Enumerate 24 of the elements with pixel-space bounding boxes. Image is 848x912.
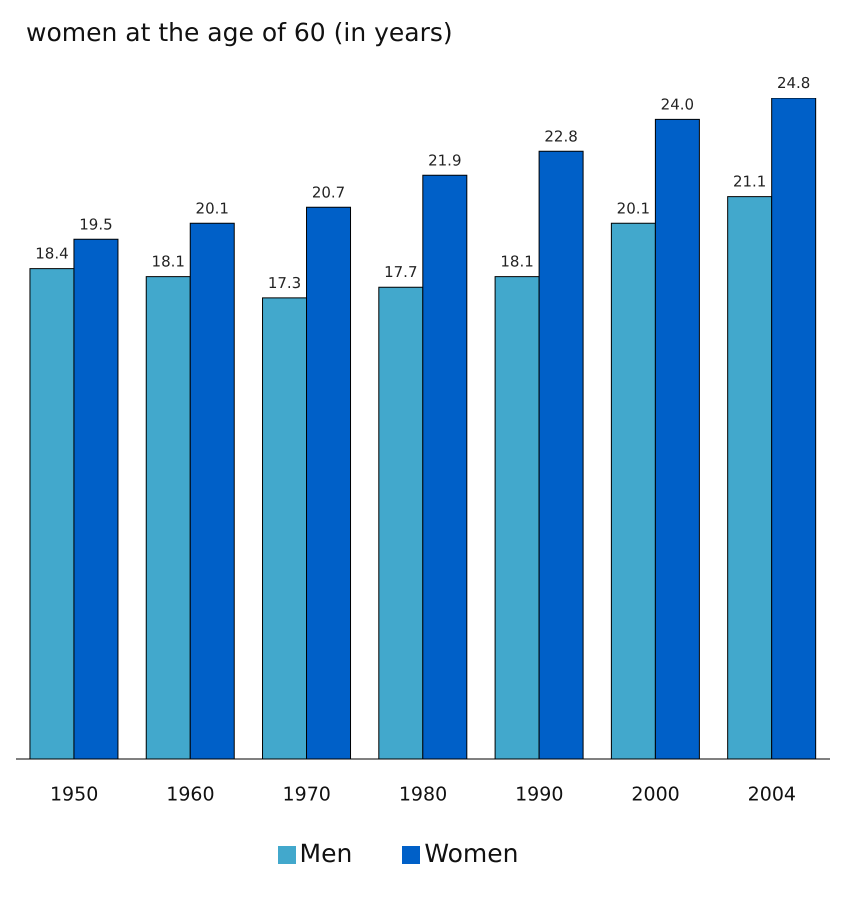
data-label: 20.7 [312, 183, 346, 202]
x-tick-label: 1990 [515, 783, 564, 806]
data-label: 18.4 [35, 244, 69, 263]
data-label: 21.9 [428, 151, 462, 170]
data-label: 17.7 [384, 263, 418, 282]
data-label: 21.1 [732, 172, 766, 191]
data-label: 20.1 [616, 199, 650, 218]
x-tick-label: 2004 [748, 783, 796, 806]
legend-label: Men [300, 839, 352, 868]
data-label: 17.3 [268, 274, 302, 292]
x-tick-label: 1960 [166, 783, 215, 806]
x-tick-label: 2000 [631, 783, 680, 806]
data-label: 24.8 [776, 74, 810, 92]
data-label: 20.1 [196, 199, 229, 218]
x-tick-label: 1970 [282, 783, 331, 806]
data-label: 18.1 [152, 252, 185, 271]
legend-label: Women [424, 839, 518, 868]
data-label: 22.8 [544, 127, 578, 146]
data-label: 24.0 [660, 95, 694, 114]
chart-title: women at the age of 60 (in years) [25, 17, 454, 49]
x-tick-label: 1950 [50, 783, 98, 806]
x-tick-label: 1980 [398, 783, 448, 806]
data-label: 19.5 [79, 215, 113, 234]
data-label: 18.1 [500, 252, 534, 271]
